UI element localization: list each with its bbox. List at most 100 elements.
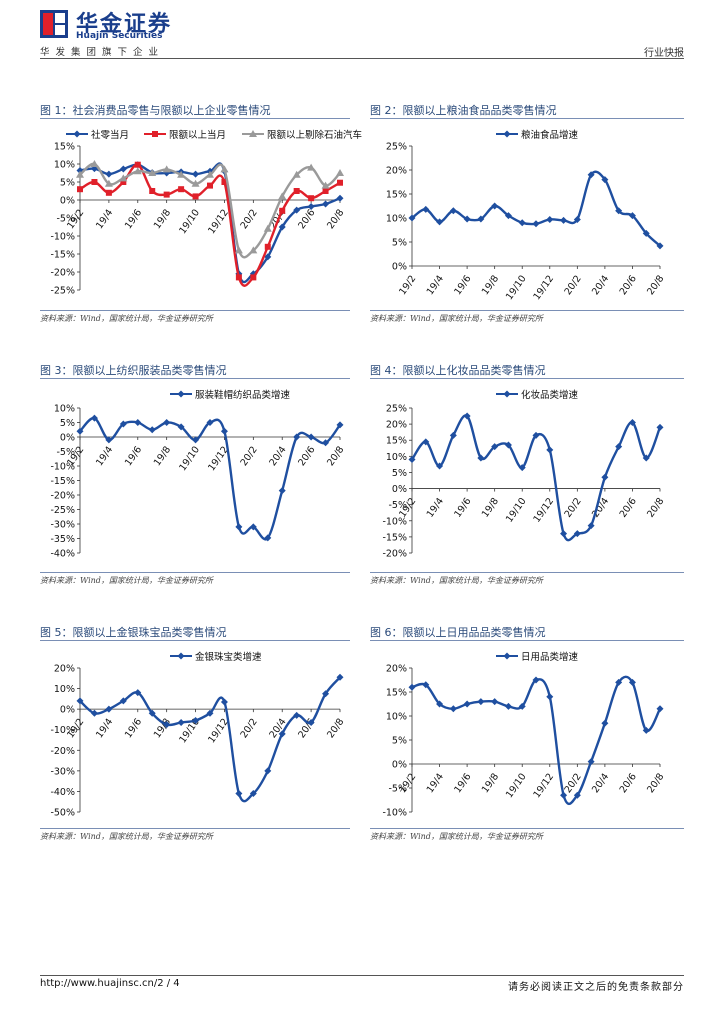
figure-6-chart: 20%15%10%5%0%-5%-10%19/2 19/4 19/6 19/8 19/1… [382, 651, 666, 819]
x-tick-label: 20/4 [590, 273, 611, 297]
data-point [264, 243, 271, 250]
data-point [162, 165, 171, 173]
data-point [178, 186, 185, 193]
x-tick-label: 19/10 [504, 496, 529, 525]
data-point [119, 420, 127, 428]
data-point [177, 170, 186, 178]
data-point [249, 523, 257, 531]
data-point [307, 433, 315, 441]
data-point [422, 205, 430, 213]
data-point [336, 421, 344, 429]
x-tick-label: 20/2 [239, 444, 260, 468]
x-tick-label: 20/4 [590, 771, 611, 795]
figure-6-title: 图 6：限额以上日用品品类零售情况 [370, 626, 546, 639]
y-tick-label: -25% [50, 505, 75, 516]
series-line [411, 170, 661, 247]
legend-label: 服装鞋帽纺织品类增速 [195, 389, 291, 401]
data-point [207, 182, 213, 189]
y-tick-label: -15% [50, 476, 75, 487]
brand-english-name: Huajin Securities [76, 31, 163, 41]
y-tick-label: 15% [54, 142, 75, 153]
data-point [235, 523, 243, 531]
data-point [532, 431, 540, 439]
data-point [642, 454, 650, 462]
data-point [518, 702, 526, 710]
y-tick-label: -5% [389, 784, 408, 795]
data-point [491, 698, 499, 706]
data-point [105, 189, 112, 196]
data-point [587, 522, 595, 530]
legend-label: 化妆品类增速 [521, 389, 579, 401]
figure-4-source: 资料来源：Wind，国家统计局，华金证券研究所 [370, 576, 543, 585]
x-tick-label: 19/10 [177, 207, 202, 236]
figure-1-title: 图 1：社会消费品零售与限额以上企业零售情况 [40, 104, 271, 117]
data-point [504, 212, 512, 220]
x-tick-label: 20/2 [239, 207, 260, 231]
data-point [192, 716, 200, 724]
data-point [148, 709, 156, 717]
data-point [477, 454, 485, 462]
data-point [573, 215, 581, 223]
data-point [628, 678, 636, 686]
series-line [79, 416, 341, 541]
figure-5-title: 图 5：限额以上金银珠宝品类零售情况 [40, 626, 227, 639]
legend-label: 限额以上当月 [169, 129, 226, 141]
x-tick-label: 19/2 [397, 771, 418, 795]
y-tick-label: -50% [50, 808, 75, 819]
legend-label: 日用品类增速 [521, 651, 579, 663]
y-tick-label: 25% [386, 404, 407, 415]
footer-divider [40, 975, 684, 976]
data-point [560, 791, 568, 799]
data-point [601, 176, 609, 184]
y-tick-label: 10% [386, 712, 407, 723]
legend-marker [152, 131, 158, 137]
data-point [292, 170, 301, 178]
y-tick-label: -20% [50, 268, 75, 279]
data-point [321, 181, 330, 189]
x-tick-label: 20/6 [296, 207, 317, 231]
data-point [546, 446, 554, 454]
header-divider [40, 58, 684, 59]
footer-url-page-number[interactable]: http://www.huajinsc.cn/2 / 4 [40, 978, 180, 989]
figure-2-title: 图 2：限额以上粮油食品品类零售情况 [370, 104, 557, 117]
data-point [293, 188, 300, 194]
footer-disclaimer: 请务必阅读正文之后的免责条款部分 [508, 982, 684, 993]
figure-4-title-rule [370, 378, 684, 379]
x-tick-label: 19/6 [123, 207, 144, 231]
y-tick-label: 0% [60, 433, 75, 444]
x-tick-label: 20/6 [618, 496, 639, 520]
series-1 [408, 675, 664, 806]
data-point [463, 215, 471, 223]
figure-2-source: 资料来源：Wind，国家统计局，华金证券研究所 [370, 314, 543, 323]
data-point [177, 719, 185, 727]
data-point [105, 170, 113, 178]
data-point [322, 188, 329, 194]
data-point [221, 179, 228, 185]
y-tick-label: 0% [60, 196, 75, 207]
data-point [601, 719, 609, 727]
data-point [264, 253, 272, 261]
y-tick-label: 10% [386, 452, 407, 463]
x-tick-label: 20/8 [325, 207, 346, 231]
legend-marker [503, 390, 511, 398]
data-point [134, 419, 142, 426]
series-line [79, 162, 341, 259]
data-point [477, 698, 485, 706]
x-tick-label: 20/8 [645, 771, 666, 795]
figure-1-title-rule [40, 118, 350, 119]
y-tick-label: 0% [392, 484, 407, 495]
data-point [119, 165, 127, 173]
x-tick-label: 19/8 [480, 496, 501, 520]
legend-label: 粮油食品增速 [521, 129, 579, 141]
y-tick-label: 0% [60, 705, 75, 716]
data-point [656, 423, 664, 431]
data-point [642, 726, 650, 734]
y-tick-label: -30% [50, 520, 75, 531]
data-point [134, 161, 141, 168]
y-tick-label: 0% [392, 262, 407, 273]
data-point [264, 767, 272, 775]
data-point [408, 214, 416, 222]
data-point [560, 530, 568, 538]
data-point [235, 274, 242, 281]
x-tick-label: 19/12 [532, 273, 557, 302]
